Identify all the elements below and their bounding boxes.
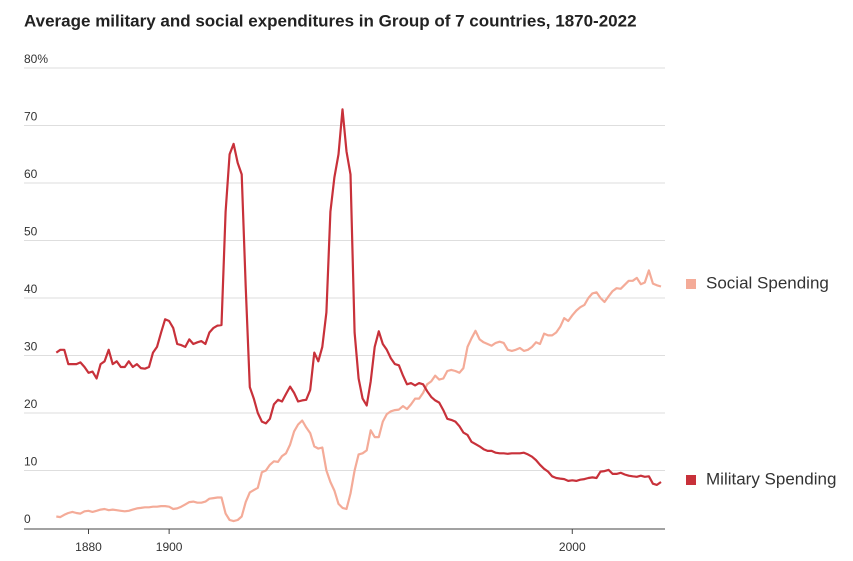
- series-line: [56, 269, 662, 523]
- legend-label: Social Spending: [706, 273, 829, 292]
- x-tick-label: 1880: [75, 540, 102, 554]
- y-tick-label: 10: [24, 455, 38, 469]
- legend-swatch: [686, 475, 696, 485]
- chart-title: Average military and social expenditures…: [24, 11, 637, 30]
- series-line: [55, 108, 662, 486]
- y-tick-label: 60: [24, 167, 38, 181]
- y-tick-label: 40: [24, 282, 38, 296]
- x-tick-label: 2000: [559, 540, 586, 554]
- legend-label: Military Spending: [706, 469, 836, 488]
- y-tick-label: 80%: [24, 52, 48, 66]
- y-tick-label: 0: [24, 512, 31, 526]
- y-tick-label: 70: [24, 110, 38, 124]
- x-tick-label: 1900: [156, 540, 183, 554]
- y-tick-label: 30: [24, 340, 38, 354]
- y-tick-label: 50: [24, 225, 38, 239]
- legend-swatch: [686, 279, 696, 289]
- y-tick-label: 20: [24, 397, 38, 411]
